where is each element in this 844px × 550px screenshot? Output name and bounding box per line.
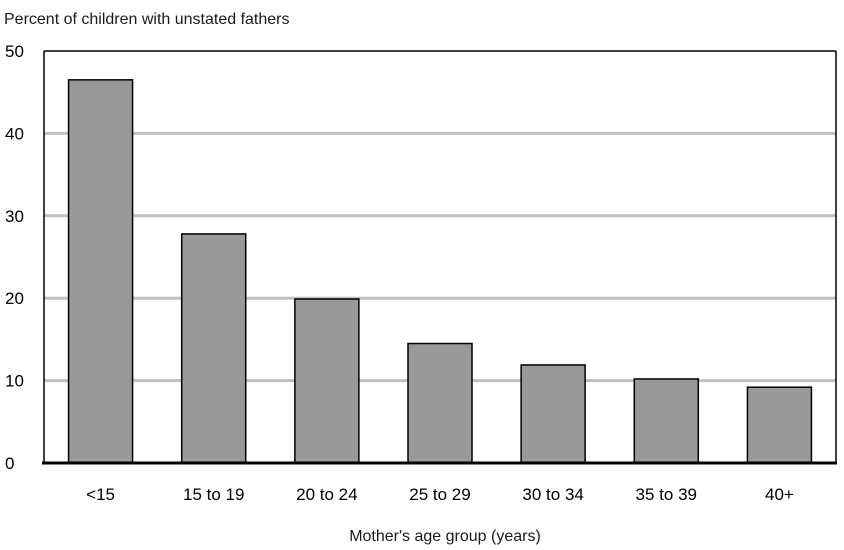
x-tick-label-1: 15 to 19 <box>183 485 244 504</box>
x-tick-label-4: 30 to 34 <box>522 485 583 504</box>
bar-4 <box>520 364 586 464</box>
y-tick-label-40: 40 <box>5 124 24 143</box>
y-tick-label-20: 20 <box>5 289 24 308</box>
y-tick-label-50: 50 <box>5 42 24 61</box>
axes <box>42 50 837 465</box>
bar-0 <box>67 79 134 464</box>
x-tick-label-3: 25 to 29 <box>409 485 470 504</box>
x-tick-labels: <15 15 to 19 20 to 24 25 to 29 30 to 34 35 to… <box>86 485 794 504</box>
bar-5 <box>633 378 700 464</box>
x-axis-label: Mother's age group (years) <box>349 528 541 545</box>
x-tick-label-0: <15 <box>86 485 115 504</box>
x-tick-label-6: 40+ <box>765 485 794 504</box>
bar-2 <box>294 298 360 464</box>
bar-6 <box>746 386 813 464</box>
bar-3 <box>407 342 473 464</box>
x-tick-label-2: 20 to 24 <box>296 485 357 504</box>
bars <box>67 79 813 464</box>
y-tick-label-0: 0 <box>5 454 14 473</box>
y-tick-label-30: 30 <box>5 207 24 226</box>
y-tick-labels: 0 10 20 30 40 50 <box>5 42 24 473</box>
x-tick-label-5: 35 to 39 <box>636 485 697 504</box>
y-tick-label-10: 10 <box>5 372 24 391</box>
bar-1 <box>180 233 247 464</box>
y-axis-label: Percent of children with unstated father… <box>4 11 290 28</box>
